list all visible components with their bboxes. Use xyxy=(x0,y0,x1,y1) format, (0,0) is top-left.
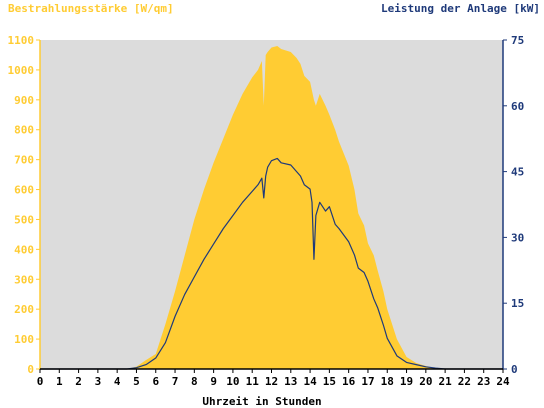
right-tick-label: 75 xyxy=(511,34,524,47)
left-tick-label: 100 xyxy=(14,333,34,346)
tick-labels: 0100200300400500600700800900100011000153… xyxy=(8,34,525,388)
right-axis-title: Leistung der Anlage [kW] xyxy=(381,2,540,15)
x-tick-label: 18 xyxy=(381,375,394,388)
x-tick-label: 6 xyxy=(152,375,159,388)
left-tick-label: 200 xyxy=(14,303,34,316)
left-tick-label: 500 xyxy=(14,213,34,226)
power-line xyxy=(40,157,503,370)
x-tick-label: 1 xyxy=(56,375,63,388)
x-tick-label: 22 xyxy=(458,375,471,388)
x-tick-label: 13 xyxy=(284,375,297,388)
left-tick-label: 1100 xyxy=(8,34,35,47)
x-tick-label: 23 xyxy=(477,375,490,388)
x-tick-label: 10 xyxy=(226,375,239,388)
x-tick-label: 14 xyxy=(303,375,317,388)
x-tick-label: 4 xyxy=(114,375,121,388)
x-tick-label: 11 xyxy=(246,375,260,388)
x-tick-label: 7 xyxy=(172,375,179,388)
right-tick-label: 0 xyxy=(511,363,518,376)
irradiance-area-layer xyxy=(40,45,503,369)
right-tick-label: 60 xyxy=(511,100,524,113)
x-tick-label: 21 xyxy=(439,375,453,388)
left-tick-label: 900 xyxy=(14,94,34,107)
irradiance-area xyxy=(40,45,503,369)
x-tick-label: 16 xyxy=(342,375,356,388)
left-tick-label: 0 xyxy=(27,363,34,376)
x-tick-label: 19 xyxy=(400,375,413,388)
right-tick-label: 30 xyxy=(511,231,524,244)
x-tick-label: 9 xyxy=(210,375,217,388)
x-tick-label: 8 xyxy=(191,375,198,388)
x-tick-label: 0 xyxy=(37,375,44,388)
power-line-layer xyxy=(40,157,503,370)
left-tick-label: 1000 xyxy=(8,64,35,77)
axes xyxy=(36,39,507,373)
left-tick-label: 600 xyxy=(14,184,34,197)
x-tick-label: 5 xyxy=(133,375,140,388)
right-tick-label: 45 xyxy=(511,166,524,179)
right-tick-label: 15 xyxy=(511,297,524,310)
x-tick-label: 20 xyxy=(419,375,432,388)
x-axis-title: Uhrzeit in Stunden xyxy=(202,395,321,408)
x-tick-label: 12 xyxy=(265,375,278,388)
left-axis-title: Bestrahlungsstärke [W/qm] xyxy=(8,2,174,15)
x-tick-label: 24 xyxy=(496,375,510,388)
left-tick-label: 400 xyxy=(14,243,34,256)
left-tick-label: 300 xyxy=(14,273,34,286)
x-tick-label: 2 xyxy=(75,375,82,388)
x-tick-label: 15 xyxy=(323,375,336,388)
x-tick-label: 3 xyxy=(95,375,102,388)
left-tick-label: 700 xyxy=(14,154,34,167)
left-tick-label: 800 xyxy=(14,124,34,137)
x-tick-label: 17 xyxy=(361,375,374,388)
